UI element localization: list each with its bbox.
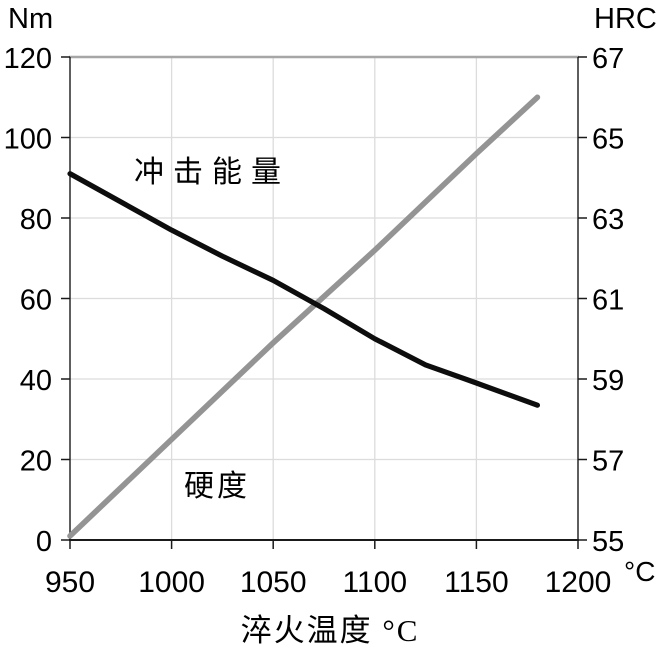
impact-energy-series-label: 冲击能量 bbox=[134, 156, 290, 189]
y-right-tick-label: 65 bbox=[592, 124, 624, 156]
hardness-series-label: 硬度 bbox=[184, 470, 250, 503]
y-left-tick-label: 60 bbox=[20, 285, 52, 317]
x-tick-label: 1050 bbox=[240, 566, 307, 599]
y-left-tick-label: 100 bbox=[4, 124, 52, 156]
y-left-tick-label: 20 bbox=[20, 446, 52, 478]
y-right-tick-label: 61 bbox=[592, 285, 624, 317]
x-axis-title: 淬火温度 °C bbox=[240, 613, 420, 648]
y-left-tick-label: 80 bbox=[20, 204, 52, 236]
y-right-tick-label: 57 bbox=[592, 446, 624, 478]
right-axis-title: HRC bbox=[594, 3, 657, 35]
y-right-tick-label: 55 bbox=[592, 526, 624, 558]
y-left-tick-label: 0 bbox=[36, 526, 52, 558]
y-right-tick-label: 67 bbox=[592, 43, 624, 75]
x-tick-label: 1200 bbox=[545, 566, 612, 599]
y-right-tick-label: 63 bbox=[592, 204, 624, 236]
x-tick-label: 950 bbox=[45, 566, 95, 599]
impact-energy-line bbox=[67, 171, 541, 408]
x-tick-label: 1100 bbox=[343, 566, 408, 599]
y-left-tick-label: 40 bbox=[20, 365, 52, 397]
x-tick-label: 1150 bbox=[444, 566, 509, 599]
x-axis-unit-label: °C bbox=[624, 556, 656, 587]
x-tick-label: 1000 bbox=[138, 566, 205, 599]
hardness-line bbox=[67, 94, 541, 539]
y-left-tick-label: 120 bbox=[4, 43, 52, 75]
y-right-tick-label: 59 bbox=[592, 365, 624, 397]
left-axis-title: Nm bbox=[8, 3, 54, 35]
